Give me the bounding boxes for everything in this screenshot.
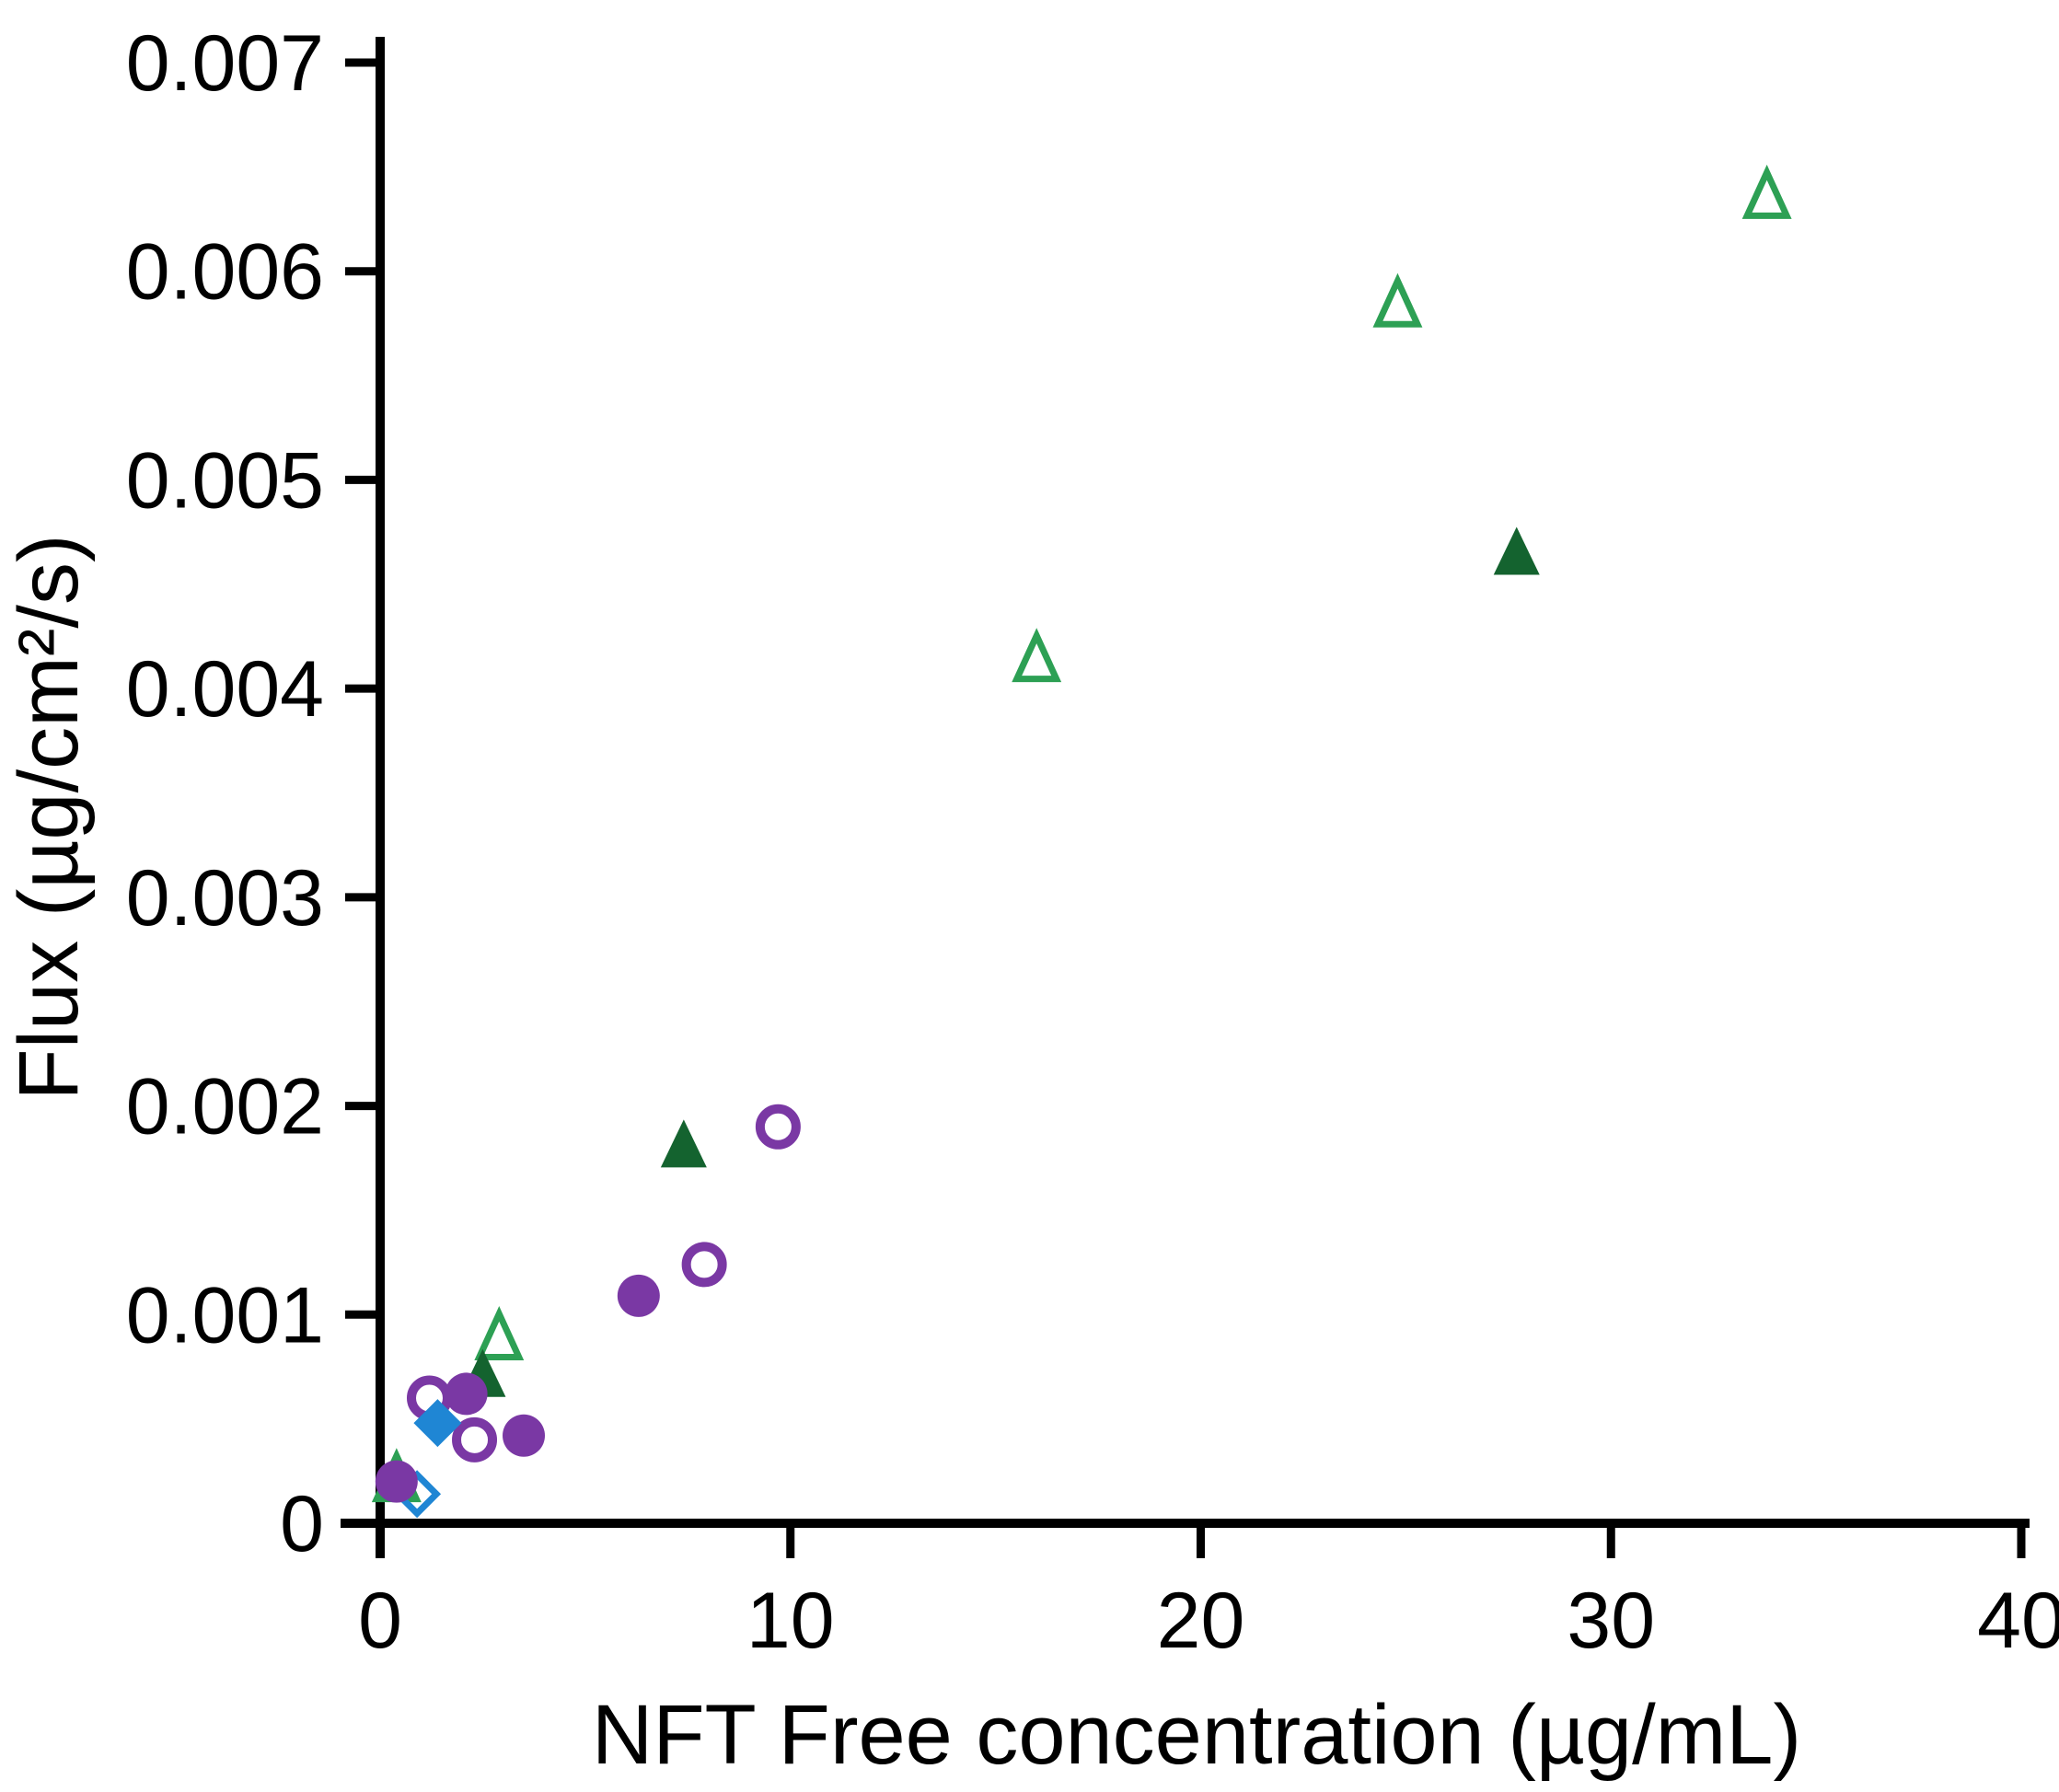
y-tick-label: 0 [280,1480,324,1568]
x-tick-label: 10 [746,1577,835,1665]
y-tick-label: 0.004 [126,645,324,734]
data-point-filled-purple-circles [617,1274,660,1317]
y-tick-label: 0.003 [126,854,324,942]
data-point-filled-green-triangles [660,1119,707,1168]
x-tick-label: 0 [358,1577,402,1665]
data-point-open-purple-circles [452,1416,498,1463]
x-tick-label: 20 [1157,1577,1245,1665]
data-point-filled-purple-circles [375,1460,418,1503]
y-tick-label: 0.007 [126,19,324,108]
y-tick-label: 0.001 [126,1271,324,1359]
y-tick-label: 0.006 [126,228,324,317]
y-tick-label: 0.005 [126,436,324,525]
x-tick-label: 40 [1977,1577,2059,1665]
data-point-filled-purple-circles [503,1414,546,1457]
data-point-filled-purple-circles [445,1372,488,1416]
y-tick-label: 0.002 [126,1063,324,1151]
data-point-open-purple-circles [755,1104,801,1150]
data-point-open-green-triangles [1372,272,1423,328]
data-point-open-green-triangles [1741,164,1792,219]
x-axis-title: NFT Free concentration (µg/mL) [592,1688,1801,1782]
data-point-filled-blue-diamonds [413,1399,462,1448]
data-point-filled-green-triangles [1493,526,1540,575]
data-point-open-green-triangles [1012,628,1062,683]
y-axis-title: Flux (µg/cm²/s) [2,534,96,1100]
data-point-open-purple-circles [681,1242,727,1288]
data-point-open-green-triangles [474,1306,525,1360]
x-tick-label: 30 [1567,1577,1655,1665]
